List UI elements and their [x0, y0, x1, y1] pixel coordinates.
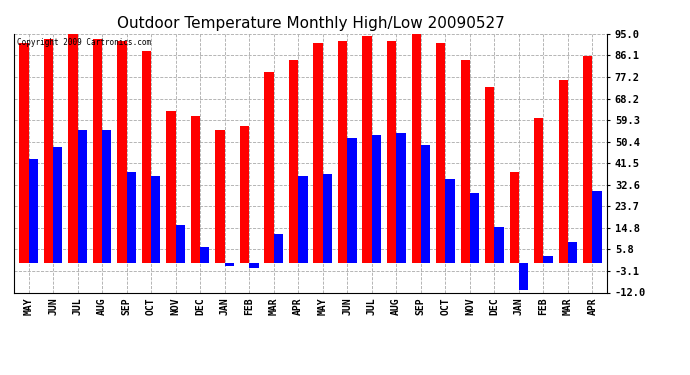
Bar — [166, 111, 176, 264]
Bar — [510, 172, 519, 264]
Bar — [53, 147, 62, 264]
Bar — [28, 159, 38, 264]
Bar — [436, 44, 445, 264]
Bar — [240, 126, 249, 264]
Bar — [411, 34, 421, 264]
Title: Outdoor Temperature Monthly High/Low 20090527: Outdoor Temperature Monthly High/Low 200… — [117, 16, 504, 31]
Bar — [387, 41, 396, 264]
Bar — [264, 72, 274, 264]
Bar — [313, 44, 323, 264]
Bar — [421, 145, 430, 264]
Bar — [289, 60, 298, 264]
Bar — [544, 256, 553, 264]
Bar — [126, 172, 136, 264]
Bar — [19, 44, 28, 264]
Bar — [485, 87, 495, 264]
Bar — [495, 227, 504, 264]
Text: Copyright 2009 Cartronics.com: Copyright 2009 Cartronics.com — [17, 38, 151, 46]
Bar — [362, 36, 372, 264]
Bar — [117, 41, 126, 264]
Bar — [583, 56, 593, 264]
Bar — [92, 39, 102, 264]
Bar — [142, 51, 151, 264]
Bar — [176, 225, 185, 264]
Bar — [249, 264, 259, 268]
Bar — [274, 234, 283, 264]
Bar — [151, 176, 161, 264]
Bar — [559, 80, 568, 264]
Bar — [338, 41, 347, 264]
Bar — [298, 176, 308, 264]
Bar — [68, 34, 77, 264]
Bar — [445, 179, 455, 264]
Bar — [534, 118, 544, 264]
Bar — [568, 242, 578, 264]
Bar — [347, 138, 357, 264]
Bar — [191, 116, 200, 264]
Bar — [200, 246, 210, 264]
Bar — [396, 133, 406, 264]
Bar — [470, 194, 479, 264]
Bar — [225, 264, 234, 266]
Bar — [215, 130, 225, 264]
Bar — [593, 191, 602, 264]
Bar — [323, 174, 332, 264]
Bar — [77, 130, 87, 264]
Bar — [372, 135, 381, 264]
Bar — [102, 130, 111, 264]
Bar — [460, 60, 470, 264]
Bar — [519, 264, 529, 290]
Bar — [43, 39, 53, 264]
